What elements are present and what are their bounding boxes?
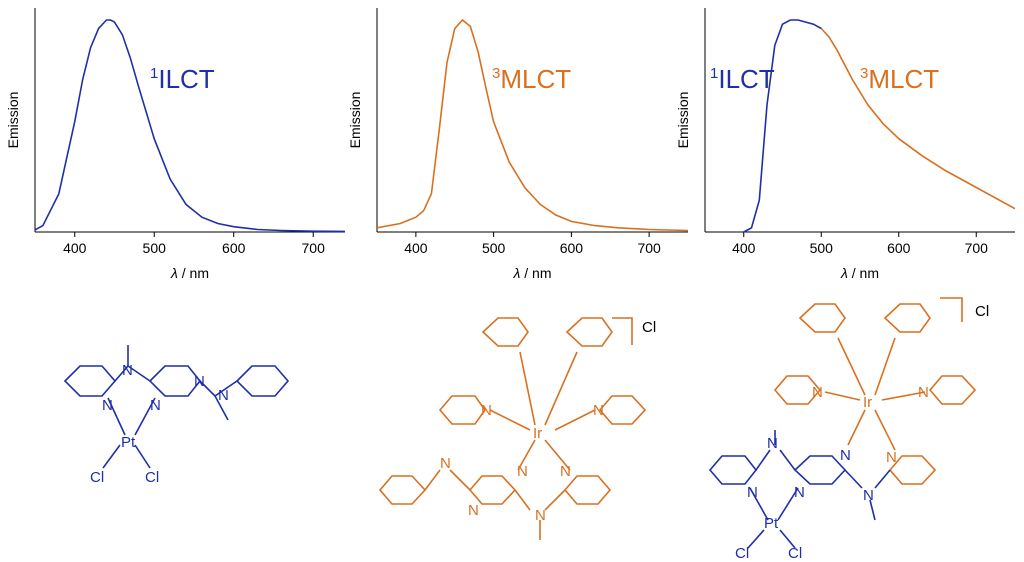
atom-label: Ir [863, 394, 872, 411]
y-axis-label: Emission [675, 92, 691, 149]
x-axis-label: λ / nm [512, 265, 551, 281]
structure-middle-ir-complex [378, 317, 647, 540]
atom-label: N [535, 507, 546, 524]
x-tick-label: 700 [965, 240, 989, 256]
atom-label: N [102, 397, 113, 414]
counterion-label: Cl [975, 303, 989, 320]
structure-right-ir-pt-complex [708, 297, 977, 549]
structure-left-pt-complex [63, 345, 290, 469]
atom-label: N [918, 384, 929, 401]
annotation-label: 1ILCT [150, 64, 215, 94]
x-tick-label: 500 [810, 240, 834, 256]
x-tick-label: 600 [222, 240, 246, 256]
atom-label: N [840, 447, 851, 464]
atom-label: Cl [90, 469, 104, 486]
x-tick-label: 400 [404, 240, 428, 256]
atom-label: Pt [121, 434, 136, 451]
atom-label: N [767, 435, 778, 452]
structure-right-labels: Cl N Ir N N N N N N N Pt Cl Cl [735, 303, 989, 562]
emission-charts: 400 500 600 700 Emission λ / nm 1ILCT 400 500 600… [5, 8, 1016, 281]
x-tick-label: 500 [143, 240, 167, 256]
series-line [376, 18, 689, 232]
atom-label: N [122, 362, 133, 379]
x-tick-label: 600 [887, 240, 911, 256]
counterion-label: Cl [642, 319, 656, 336]
atom-label: N [812, 384, 823, 401]
x-axis-label: λ / nm [840, 265, 879, 281]
chart-panel: 400 500 600 700 Emission λ / nm 1ILCT 3MLCT [675, 8, 1016, 281]
atom-label: N [440, 455, 451, 472]
series-line [34, 19, 346, 233]
atom-label: Ir [533, 425, 542, 442]
atom-label: N [863, 487, 874, 504]
annotation-label: 3MLCT [492, 64, 571, 94]
atom-label: N [481, 402, 492, 419]
atom-label: N [150, 397, 161, 414]
x-tick-label: 700 [637, 240, 661, 256]
atom-label: N [747, 484, 758, 501]
annotation-label: 1ILCT [710, 64, 775, 94]
series-line [743, 19, 822, 233]
atom-label: N [218, 387, 229, 404]
atom-label: N [593, 402, 604, 419]
atom-label: N [194, 373, 205, 390]
atom-label: N [886, 449, 897, 466]
atom-label: Cl [145, 469, 159, 486]
chart-panel: 400 500 600 700 Emission λ / nm 3MLCT [347, 8, 689, 281]
atom-label: Cl [735, 545, 749, 562]
x-tick-label: 700 [302, 240, 326, 256]
atom-label: N [560, 463, 571, 480]
x-tick-label: 600 [560, 240, 584, 256]
x-axis-label: λ / nm [170, 265, 209, 281]
atom-label: Cl [788, 545, 802, 562]
y-axis-label: Emission [5, 92, 21, 149]
chart-panel: 400 500 600 700 Emission λ / nm 1ILCT [5, 8, 346, 281]
atom-label: N [517, 463, 528, 480]
atom-label: Pt [764, 515, 779, 532]
annotation-label: 3MLCT [860, 64, 939, 94]
x-tick-label: 400 [732, 240, 756, 256]
x-tick-label: 400 [63, 240, 87, 256]
structure-middle-labels: Cl N Ir N N N N N N [440, 319, 656, 524]
atom-label: N [468, 502, 479, 519]
x-tick-label: 500 [482, 240, 506, 256]
y-axis-label: Emission [347, 92, 363, 149]
structure-left-labels: N N N N N Pt Cl Cl [90, 362, 229, 486]
series-line [820, 27, 1016, 210]
atom-label: N [794, 484, 805, 501]
